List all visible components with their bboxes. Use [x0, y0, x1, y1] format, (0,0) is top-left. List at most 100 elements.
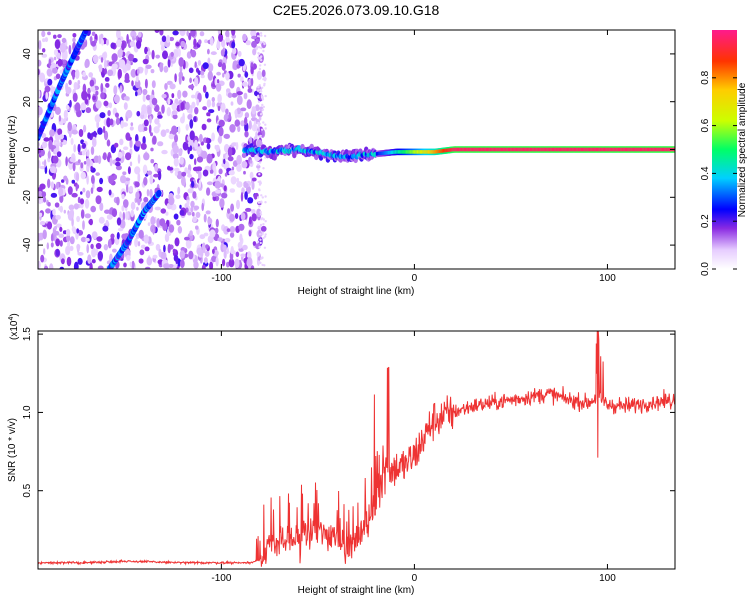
noise-blob	[151, 49, 155, 60]
noise-blob	[142, 136, 146, 145]
noise-blob	[242, 244, 248, 251]
noise-blob	[246, 99, 252, 110]
noise-blob	[74, 69, 80, 79]
noise-blob	[72, 92, 78, 103]
noise-blob	[162, 50, 168, 60]
noise-blob	[253, 120, 257, 130]
noise-blob	[57, 128, 63, 136]
noise-blob	[211, 132, 216, 142]
noise-blob	[115, 112, 119, 118]
noise-blob	[113, 94, 120, 104]
noise-blob	[136, 40, 142, 49]
noise-blob	[54, 39, 61, 50]
noise-blob	[53, 230, 60, 236]
noise-blob	[173, 49, 179, 58]
noise-blob	[135, 134, 139, 143]
noise-blob	[262, 105, 265, 109]
noise-blob	[262, 218, 265, 221]
noise-blob	[105, 219, 109, 226]
noise-blob	[262, 121, 265, 124]
noise-blob	[143, 119, 149, 127]
noise-blob	[123, 96, 130, 101]
noise-blob	[200, 70, 205, 76]
noise-blob	[192, 166, 199, 172]
noise-blob	[65, 156, 68, 167]
noise-blob	[95, 100, 102, 109]
noise-blob	[242, 33, 247, 42]
noise-blob	[187, 135, 191, 141]
noise-blob	[144, 66, 148, 76]
noise-blob	[248, 230, 252, 237]
noise-blob	[198, 170, 202, 180]
noise-blob	[158, 248, 162, 258]
colorbar-tick-label: 0.8	[700, 70, 711, 84]
noise-blob	[43, 248, 46, 255]
noise-blob	[202, 106, 208, 111]
noise-blob	[107, 239, 112, 249]
noise-blob	[217, 105, 221, 112]
noise-blob	[149, 174, 154, 185]
noise-blob	[167, 58, 171, 68]
noise-blob	[97, 265, 104, 269]
noise-blob	[54, 106, 61, 115]
noise-blob	[259, 261, 262, 265]
noise-blob	[73, 261, 79, 269]
noise-blob	[264, 233, 267, 236]
noise-blob	[97, 127, 103, 135]
noise-blob	[42, 38, 46, 43]
noise-blob	[82, 71, 87, 78]
noise-blob	[38, 106, 43, 116]
noise-blob	[47, 78, 53, 86]
noise-blob	[66, 256, 72, 267]
noise-blob	[239, 233, 243, 243]
noise-blob	[257, 89, 260, 92]
noise-blob	[190, 49, 197, 58]
noise-blob	[91, 175, 95, 184]
noise-blob	[178, 74, 182, 85]
noise-blob	[63, 117, 67, 124]
snr-panel: -100 0 100 0.5 1.0 1.5 Height of straight li…	[7, 313, 676, 596]
noise-blob	[49, 166, 57, 174]
spectrogram-xlabel: Height of straight line (km)	[298, 286, 415, 297]
noise-blob	[150, 147, 154, 152]
noise-blob	[223, 249, 227, 259]
noise-blob	[95, 248, 99, 256]
noise-blob	[216, 71, 222, 76]
noise-blob	[221, 39, 226, 48]
noise-blob	[143, 196, 149, 203]
noise-blob	[76, 215, 80, 223]
noise-blob	[165, 128, 170, 133]
noise-blob	[263, 235, 267, 238]
y-tick-label: -20	[22, 190, 33, 205]
noise-blob	[204, 250, 210, 257]
noise-blob	[247, 88, 253, 93]
noise-blob	[53, 34, 57, 39]
noise-blob	[209, 169, 214, 174]
noise-blob	[119, 138, 124, 146]
noise-blob	[71, 179, 76, 184]
noise-blob	[255, 104, 260, 112]
noise-blob	[229, 188, 236, 193]
noise-blob	[230, 176, 237, 185]
noise-blob	[54, 225, 57, 230]
noise-blob	[227, 156, 234, 162]
noise-blob	[80, 171, 87, 180]
spectrogram-y-ticks: -40 -20 0 20 40	[22, 48, 675, 252]
noise-blob	[90, 243, 94, 249]
noise-blob	[245, 40, 251, 46]
spectrogram-marks	[38, 30, 675, 269]
noise-blob	[236, 63, 241, 69]
x-tick-label: -100	[211, 273, 231, 284]
noise-blob	[193, 205, 200, 211]
noise-blob	[227, 208, 231, 214]
noise-blob	[150, 132, 153, 137]
noise-blob	[215, 256, 219, 267]
noise-blob	[61, 258, 65, 265]
noise-blob	[117, 227, 124, 232]
noise-blob	[165, 211, 169, 216]
noise-blob	[131, 260, 135, 269]
noise-blob	[146, 256, 153, 266]
noise-blob	[263, 42, 266, 46]
noise-blob	[225, 30, 230, 37]
noise-blob	[229, 79, 235, 89]
